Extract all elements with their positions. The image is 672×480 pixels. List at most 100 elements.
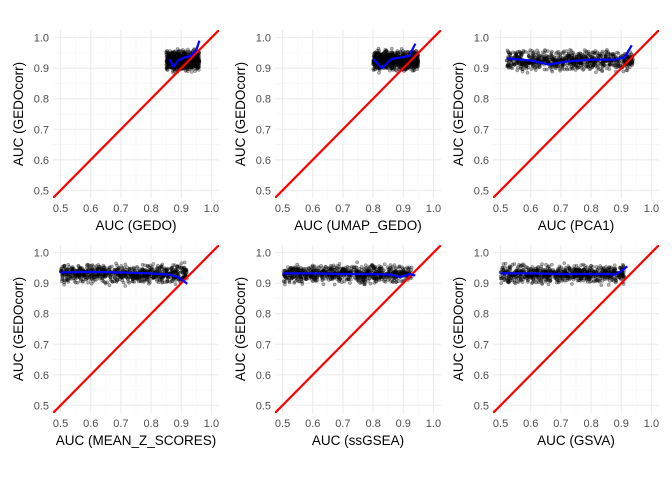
- data-point: [184, 268, 189, 273]
- identity-line: [493, 30, 659, 198]
- data-point: [95, 267, 100, 272]
- data-point: [342, 279, 347, 284]
- data-point: [359, 277, 363, 282]
- data-point: [390, 66, 394, 71]
- data-point: [396, 58, 401, 63]
- data-point: [598, 61, 603, 66]
- y-tick-label: 0.9: [474, 63, 489, 75]
- data-point: [505, 48, 510, 53]
- data-point: [613, 263, 617, 268]
- identity-line: [275, 245, 441, 413]
- x-tick-label: 0.8: [143, 203, 158, 215]
- data-point: [526, 53, 531, 58]
- y-tick-label: 0.5: [34, 400, 49, 412]
- data-point: [348, 281, 352, 285]
- data-point: [379, 61, 383, 65]
- data-point: [521, 48, 526, 53]
- data-point: [561, 275, 565, 279]
- data-point: [359, 265, 364, 269]
- data-point: [137, 273, 142, 278]
- data-point: [511, 50, 515, 55]
- data-point: [293, 274, 297, 279]
- data-point: [546, 282, 551, 287]
- data-point: [516, 265, 520, 269]
- data-point: [80, 279, 85, 284]
- data-point: [514, 52, 519, 57]
- data-point: [520, 69, 525, 74]
- data-point: [384, 52, 388, 56]
- data-point: [398, 271, 403, 276]
- data-point: [60, 277, 65, 282]
- y-tick-label: 1.0: [474, 33, 489, 45]
- data-point: [159, 278, 164, 282]
- data-point: [546, 277, 550, 282]
- data-point: [331, 263, 336, 268]
- data-point: [372, 62, 377, 66]
- panel-gridlines: [275, 245, 441, 413]
- data-point: [630, 60, 635, 64]
- panel-gridlines: [53, 30, 219, 198]
- data-point: [562, 261, 567, 265]
- data-point: [175, 264, 180, 269]
- x-tick-label: 0.9: [614, 203, 629, 215]
- data-point: [549, 51, 554, 55]
- y-tick-label: 0.6: [474, 155, 489, 167]
- x-axis-title: AUC (MEAN_Z_SCORES): [56, 433, 217, 448]
- data-point: [64, 278, 69, 282]
- data-point: [553, 275, 557, 279]
- x-axis-title: AUC (UMAP_GEDO): [294, 218, 422, 233]
- data-point: [612, 268, 617, 272]
- y-tick-label: 0.8: [34, 94, 49, 106]
- data-point: [552, 55, 557, 59]
- data-point: [300, 280, 304, 284]
- data-point: [349, 277, 353, 282]
- data-point: [370, 263, 375, 267]
- data-point: [107, 283, 112, 288]
- data-point: [60, 274, 65, 279]
- data-point: [540, 282, 544, 286]
- data-point: [130, 275, 134, 280]
- data-point: [139, 276, 144, 280]
- data-point: [91, 275, 96, 280]
- data-point: [179, 261, 184, 266]
- data-point: [416, 55, 420, 60]
- data-point: [512, 262, 517, 266]
- data-point: [175, 267, 180, 271]
- data-point: [66, 262, 70, 267]
- data-point: [525, 70, 530, 75]
- data-point: [76, 274, 81, 278]
- data-point: [384, 48, 389, 53]
- data-point: [405, 58, 410, 63]
- data-point: [315, 275, 320, 280]
- data-point: [599, 283, 604, 288]
- data-point: [411, 62, 416, 67]
- data-point: [605, 48, 609, 52]
- data-point: [522, 61, 527, 66]
- data-point: [169, 279, 174, 284]
- data-point: [570, 53, 575, 58]
- data-point: [539, 264, 544, 269]
- data-point: [594, 279, 598, 283]
- data-point: [529, 56, 533, 60]
- data-point: [368, 281, 373, 286]
- data-point: [344, 276, 349, 281]
- data-point: [403, 269, 408, 274]
- data-point: [411, 65, 416, 70]
- y-tick-label: 1.0: [256, 33, 271, 45]
- data-point: [518, 51, 523, 56]
- data-point: [550, 69, 555, 74]
- x-tick-label: 0.6: [305, 203, 320, 215]
- data-point: [186, 49, 191, 54]
- data-point: [143, 263, 147, 268]
- panel-2: 0.5 0.6 0.7 0.8 0.9 1.00.50.60.70.80.91.0AUC …: [233, 30, 441, 233]
- data-point: [310, 263, 315, 268]
- data-point: [394, 266, 398, 270]
- data-point: [587, 62, 591, 66]
- data-point: [539, 53, 544, 58]
- data-point: [507, 51, 511, 56]
- data-point: [127, 281, 131, 285]
- data-point: [545, 54, 550, 59]
- data-point: [576, 52, 581, 57]
- y-tick-label: 0.9: [34, 278, 49, 290]
- data-point: [85, 263, 89, 268]
